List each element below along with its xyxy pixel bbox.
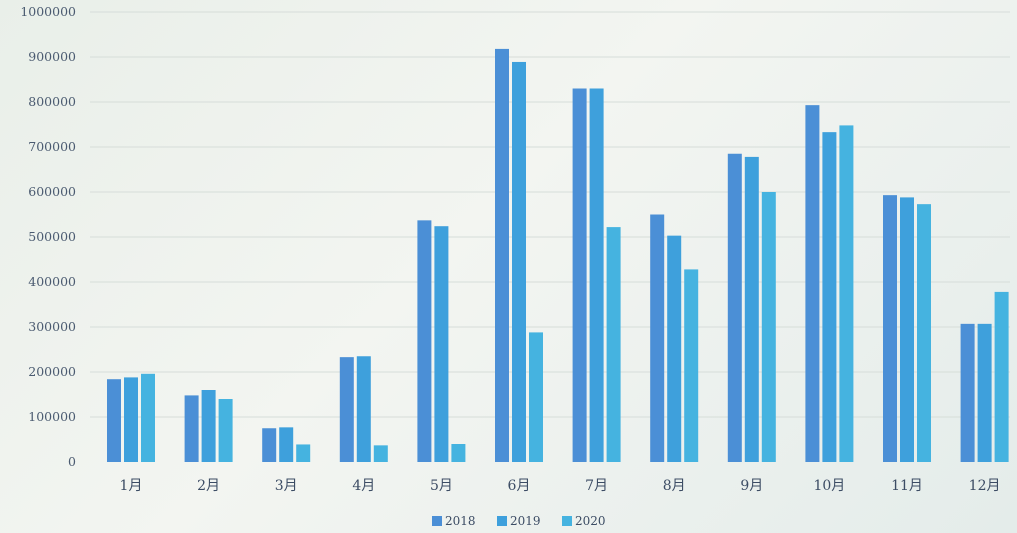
bar-2019-0 (124, 377, 138, 462)
x-tick-label: 11月 (891, 478, 923, 494)
bar-2020-3 (373, 445, 388, 462)
bar-2018-0 (107, 379, 121, 462)
bar-2019-6 (589, 88, 604, 462)
bar-2020-7 (684, 269, 699, 462)
bar-2018-6 (572, 88, 587, 462)
x-tick-label: 1月 (120, 478, 143, 494)
bar-2019-8 (744, 156, 759, 462)
legend-label: 2020 (575, 514, 606, 528)
bar-2020-4 (451, 444, 466, 462)
bar-2020-6 (606, 227, 621, 462)
bar-2020-2 (296, 444, 311, 462)
y-axis: 0 100000 200000 300000 400000 500000 600000 700… (20, 4, 76, 469)
bar-2019-11 (977, 323, 992, 462)
bar-2020-0 (141, 373, 155, 462)
y-tick-label: 900000 (28, 49, 76, 64)
bar-2020-8 (761, 192, 776, 462)
legend-swatch-2018 (432, 516, 442, 526)
bar-2018-2 (262, 428, 277, 462)
bar-2018-5 (495, 48, 509, 463)
x-tick-label: 3月 (275, 478, 298, 494)
bar-2018-11 (960, 323, 975, 462)
bar-2019-10 (900, 197, 914, 462)
y-tick-label: 200000 (28, 364, 76, 379)
y-tick-label: 700000 (28, 139, 76, 154)
y-tick-label: 600000 (28, 184, 76, 199)
bar-2019-5 (512, 61, 526, 462)
y-tick-label: 800000 (28, 94, 76, 109)
gridlines (90, 11, 1010, 418)
bar-2018-3 (339, 357, 354, 462)
legend-swatch-2019 (497, 516, 507, 526)
y-tick-label: 400000 (28, 274, 76, 289)
bar-2018-4 (417, 220, 432, 462)
legend: 2018 2019 2020 (432, 514, 606, 528)
x-tick-label: 2月 (197, 478, 220, 494)
bar-2018-10 (883, 195, 897, 462)
y-tick-label: 0 (68, 454, 76, 469)
y-tick-label: 1000000 (20, 4, 76, 19)
bar-2020-11 (994, 291, 1009, 462)
x-tick-label: 8月 (663, 478, 686, 494)
x-tick-label: 4月 (352, 478, 375, 494)
x-tick-label: 10月 (813, 478, 845, 494)
bar-2018-7 (650, 214, 665, 462)
bar-2020-1 (218, 399, 233, 462)
bar-2019-4 (434, 226, 449, 462)
x-axis: 1月 2月 3月 4月 5月 6月 7月 8月 9月 10月 11月 12月 (120, 478, 1001, 494)
bar-2020-5 (529, 332, 543, 462)
bars (107, 48, 1009, 463)
bar-2019-3 (356, 356, 371, 462)
legend-label: 2018 (445, 514, 476, 528)
bar-2019-2 (279, 427, 294, 462)
x-tick-label: 12月 (969, 478, 1001, 494)
x-tick-label: 7月 (585, 478, 608, 494)
bar-2019-7 (667, 235, 682, 462)
y-tick-label: 300000 (28, 319, 76, 334)
y-tick-label: 100000 (28, 409, 76, 424)
legend-swatch-2020 (562, 516, 572, 526)
bar-2018-8 (727, 153, 742, 462)
bar-2020-9 (839, 125, 854, 463)
bar-2018-1 (184, 395, 199, 462)
y-tick-label: 500000 (28, 229, 76, 244)
x-tick-label: 5月 (430, 478, 453, 494)
bar-2019-1 (201, 390, 216, 462)
x-tick-label: 6月 (508, 478, 531, 494)
bar-2019-9 (822, 132, 837, 462)
x-tick-label: 9月 (740, 478, 763, 494)
legend-label: 2019 (510, 514, 541, 528)
bar-2020-10 (917, 204, 931, 462)
bar-2018-9 (805, 105, 820, 463)
